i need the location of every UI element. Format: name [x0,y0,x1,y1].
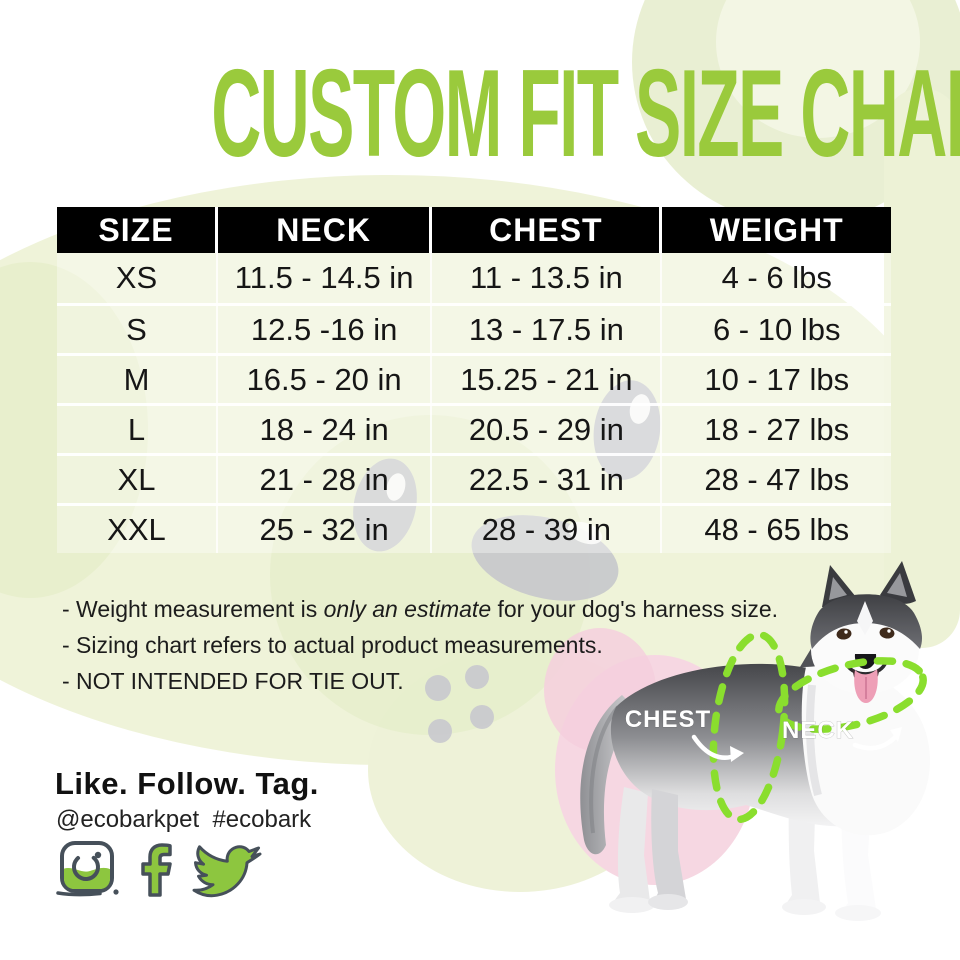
cell-size: XXL [57,506,218,553]
chest-label: CHEST [625,706,711,733]
cell-weight: 18 - 27 lbs [704,411,850,447]
header-weight: WEIGHT [709,211,844,248]
cell-chest: 15.25 - 21 in [432,356,663,403]
facebook-icon[interactable] [138,841,174,899]
dog-measurement-diagram: CHEST NECK [580,561,930,921]
note-weight-estimate: - Weight measurement is only an estimate… [62,596,779,622]
table-row: XL 21 - 28 in 22.5 - 31 in 28 - 47 lbs [57,453,891,503]
cell-weight: 10 - 17 lbs [704,361,850,397]
cell-weight: 4 - 6 lbs [721,260,832,295]
table-row: M 16.5 - 20 in 15.25 - 21 in 10 - 17 lbs [57,353,891,403]
cell-neck: 11.5 - 14.5 in [218,253,433,303]
chest-arrow [691,734,744,762]
note-tie-out: - NOT INTENDED FOR TIE OUT. [62,668,404,694]
neck-arrow [852,727,902,751]
note-sizing-chart: - Sizing chart refers to actual product … [62,632,603,658]
notes-list: - Weight measurement is only an estimate… [62,591,782,699]
header-chest: CHEST [432,207,663,253]
cell-weight: 48 - 65 lbs [704,511,850,547]
cell-neck: 12.5 -16 in [218,306,433,353]
cell-chest: 13 - 17.5 in [432,306,663,353]
cell-size: XL [57,456,218,503]
header-neck: NECK [218,207,433,253]
cell-chest: 22.5 - 31 in [432,456,663,503]
table-row: L 18 - 24 in 20.5 - 29 in 18 - 27 lbs [57,403,891,453]
cell-size: L [57,406,218,453]
social-icons-row [56,839,264,899]
instagram-icon[interactable] [56,839,122,899]
cell-neck: 25 - 32 in [218,506,433,553]
table-row: XS 11.5 - 14.5 in 11 - 13.5 in 4 - 6 lbs [57,253,891,303]
chest-measure-dashed-ellipse [709,630,789,824]
header-size: SIZE [57,207,218,253]
table-row: XXL 25 - 32 in 28 - 39 in 48 - 65 lbs [57,503,891,553]
twitter-icon[interactable] [190,841,264,899]
cell-chest: 11 - 13.5 in [432,253,663,303]
cell-size: S [57,306,218,353]
social-heading: Like. Follow. Tag. [55,766,319,801]
table-row: S 12.5 -16 in 13 - 17.5 in 6 - 10 lbs [57,303,891,353]
cell-neck: 16.5 - 20 in [218,356,433,403]
cell-neck: 18 - 24 in [218,406,433,453]
cell-size: XS [57,253,218,303]
social-handles: @ecobarkpet #ecobark [56,806,312,833]
neck-label: NECK [782,717,854,744]
cell-neck: 21 - 28 in [218,456,433,503]
neck-measure-dashed-ellipse [775,657,927,733]
cell-chest: 28 - 39 in [432,506,663,553]
page-title: CUSTOM FIT SIZE CHART [211,45,960,183]
husky-dog-photo [580,561,930,921]
table-header-row: SIZE NECK CHEST WEIGHT [57,207,891,253]
cell-weight: 6 - 10 lbs [712,311,841,347]
note-italic-phrase: only an estimate [323,596,492,622]
cell-size: M [57,356,218,403]
size-table: SIZE NECK CHEST WEIGHT XS 11.5 - 14.5 in… [57,207,891,553]
cell-weight: 28 - 47 lbs [704,461,850,497]
cell-chest: 20.5 - 29 in [432,406,663,453]
